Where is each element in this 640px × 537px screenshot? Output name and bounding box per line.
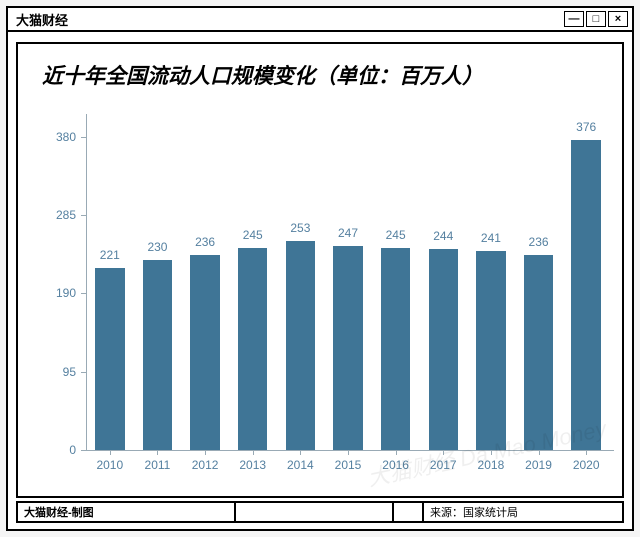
- bar: [381, 248, 411, 450]
- minimize-button[interactable]: —: [564, 11, 584, 27]
- footer-source: 来源：国家统计局: [424, 501, 624, 523]
- bar: [524, 255, 554, 450]
- footer-spacer-2: [394, 501, 424, 523]
- chart-title: 近十年全国流动人口规模变化（单位：百万人）: [42, 60, 483, 90]
- x-tick: [586, 450, 587, 455]
- chart-frame: 近十年全国流动人口规模变化（单位：百万人） 095190285380221201…: [16, 42, 624, 498]
- y-tick-label: 380: [56, 130, 76, 144]
- bar-value-label: 221: [100, 248, 120, 262]
- x-tick-label: 2015: [335, 458, 362, 472]
- bar-value-label: 236: [529, 235, 549, 249]
- x-tick-label: 2019: [525, 458, 552, 472]
- bar-value-label: 236: [195, 235, 215, 249]
- x-tick-label: 2013: [239, 458, 266, 472]
- footer-spacer-1: [236, 501, 394, 523]
- x-tick-label: 2012: [192, 458, 219, 472]
- x-tick: [300, 450, 301, 455]
- bar: [238, 248, 268, 450]
- bar-value-label: 245: [386, 228, 406, 242]
- x-tick: [491, 450, 492, 455]
- x-tick: [539, 450, 540, 455]
- bar-value-label: 245: [243, 228, 263, 242]
- footer-bar: 大猫财经-制图 来源：国家统计局: [16, 501, 624, 523]
- window-controls: — □ ×: [564, 11, 628, 27]
- bar: [95, 268, 125, 450]
- y-tick-label: 190: [56, 286, 76, 300]
- maximize-button[interactable]: □: [586, 11, 606, 27]
- bar-value-label: 376: [576, 120, 596, 134]
- titlebar: 大猫财经 — □ ×: [8, 8, 632, 32]
- x-tick-label: 2016: [382, 458, 409, 472]
- x-tick: [205, 450, 206, 455]
- y-tick: [81, 450, 86, 451]
- close-button[interactable]: ×: [608, 11, 628, 27]
- bar: [571, 140, 601, 450]
- y-tick: [81, 137, 86, 138]
- bar-value-label: 230: [147, 240, 167, 254]
- y-tick: [81, 293, 86, 294]
- x-tick: [253, 450, 254, 455]
- x-tick-label: 2018: [478, 458, 505, 472]
- x-tick: [348, 450, 349, 455]
- bar-value-label: 241: [481, 231, 501, 245]
- x-tick-label: 2011: [145, 458, 171, 472]
- y-tick: [81, 215, 86, 216]
- bar-value-label: 253: [290, 221, 310, 235]
- y-tick-label: 285: [56, 208, 76, 222]
- bar: [429, 249, 459, 450]
- chart-plot-area: 0951902853802212010230201123620122452013…: [86, 120, 610, 450]
- bar: [476, 251, 506, 450]
- bar-value-label: 244: [433, 229, 453, 243]
- window-frame: 大猫财经 — □ × 近十年全国流动人口规模变化（单位：百万人） 0951902…: [6, 6, 634, 531]
- bar: [143, 260, 173, 450]
- bar: [190, 255, 220, 450]
- x-tick-label: 2010: [96, 458, 123, 472]
- bar: [286, 241, 316, 450]
- y-tick: [81, 372, 86, 373]
- x-tick: [396, 450, 397, 455]
- x-tick-label: 2017: [430, 458, 457, 472]
- bar-value-label: 247: [338, 226, 358, 240]
- x-tick-label: 2020: [573, 458, 600, 472]
- x-tick: [157, 450, 158, 455]
- y-tick-label: 95: [63, 365, 76, 379]
- bar: [333, 246, 363, 450]
- x-tick: [443, 450, 444, 455]
- footer-credit: 大猫财经-制图: [16, 501, 236, 523]
- x-tick-label: 2014: [287, 458, 314, 472]
- y-axis: [86, 114, 87, 450]
- y-tick-label: 0: [69, 443, 76, 457]
- x-tick: [110, 450, 111, 455]
- window-title: 大猫财经: [16, 10, 68, 29]
